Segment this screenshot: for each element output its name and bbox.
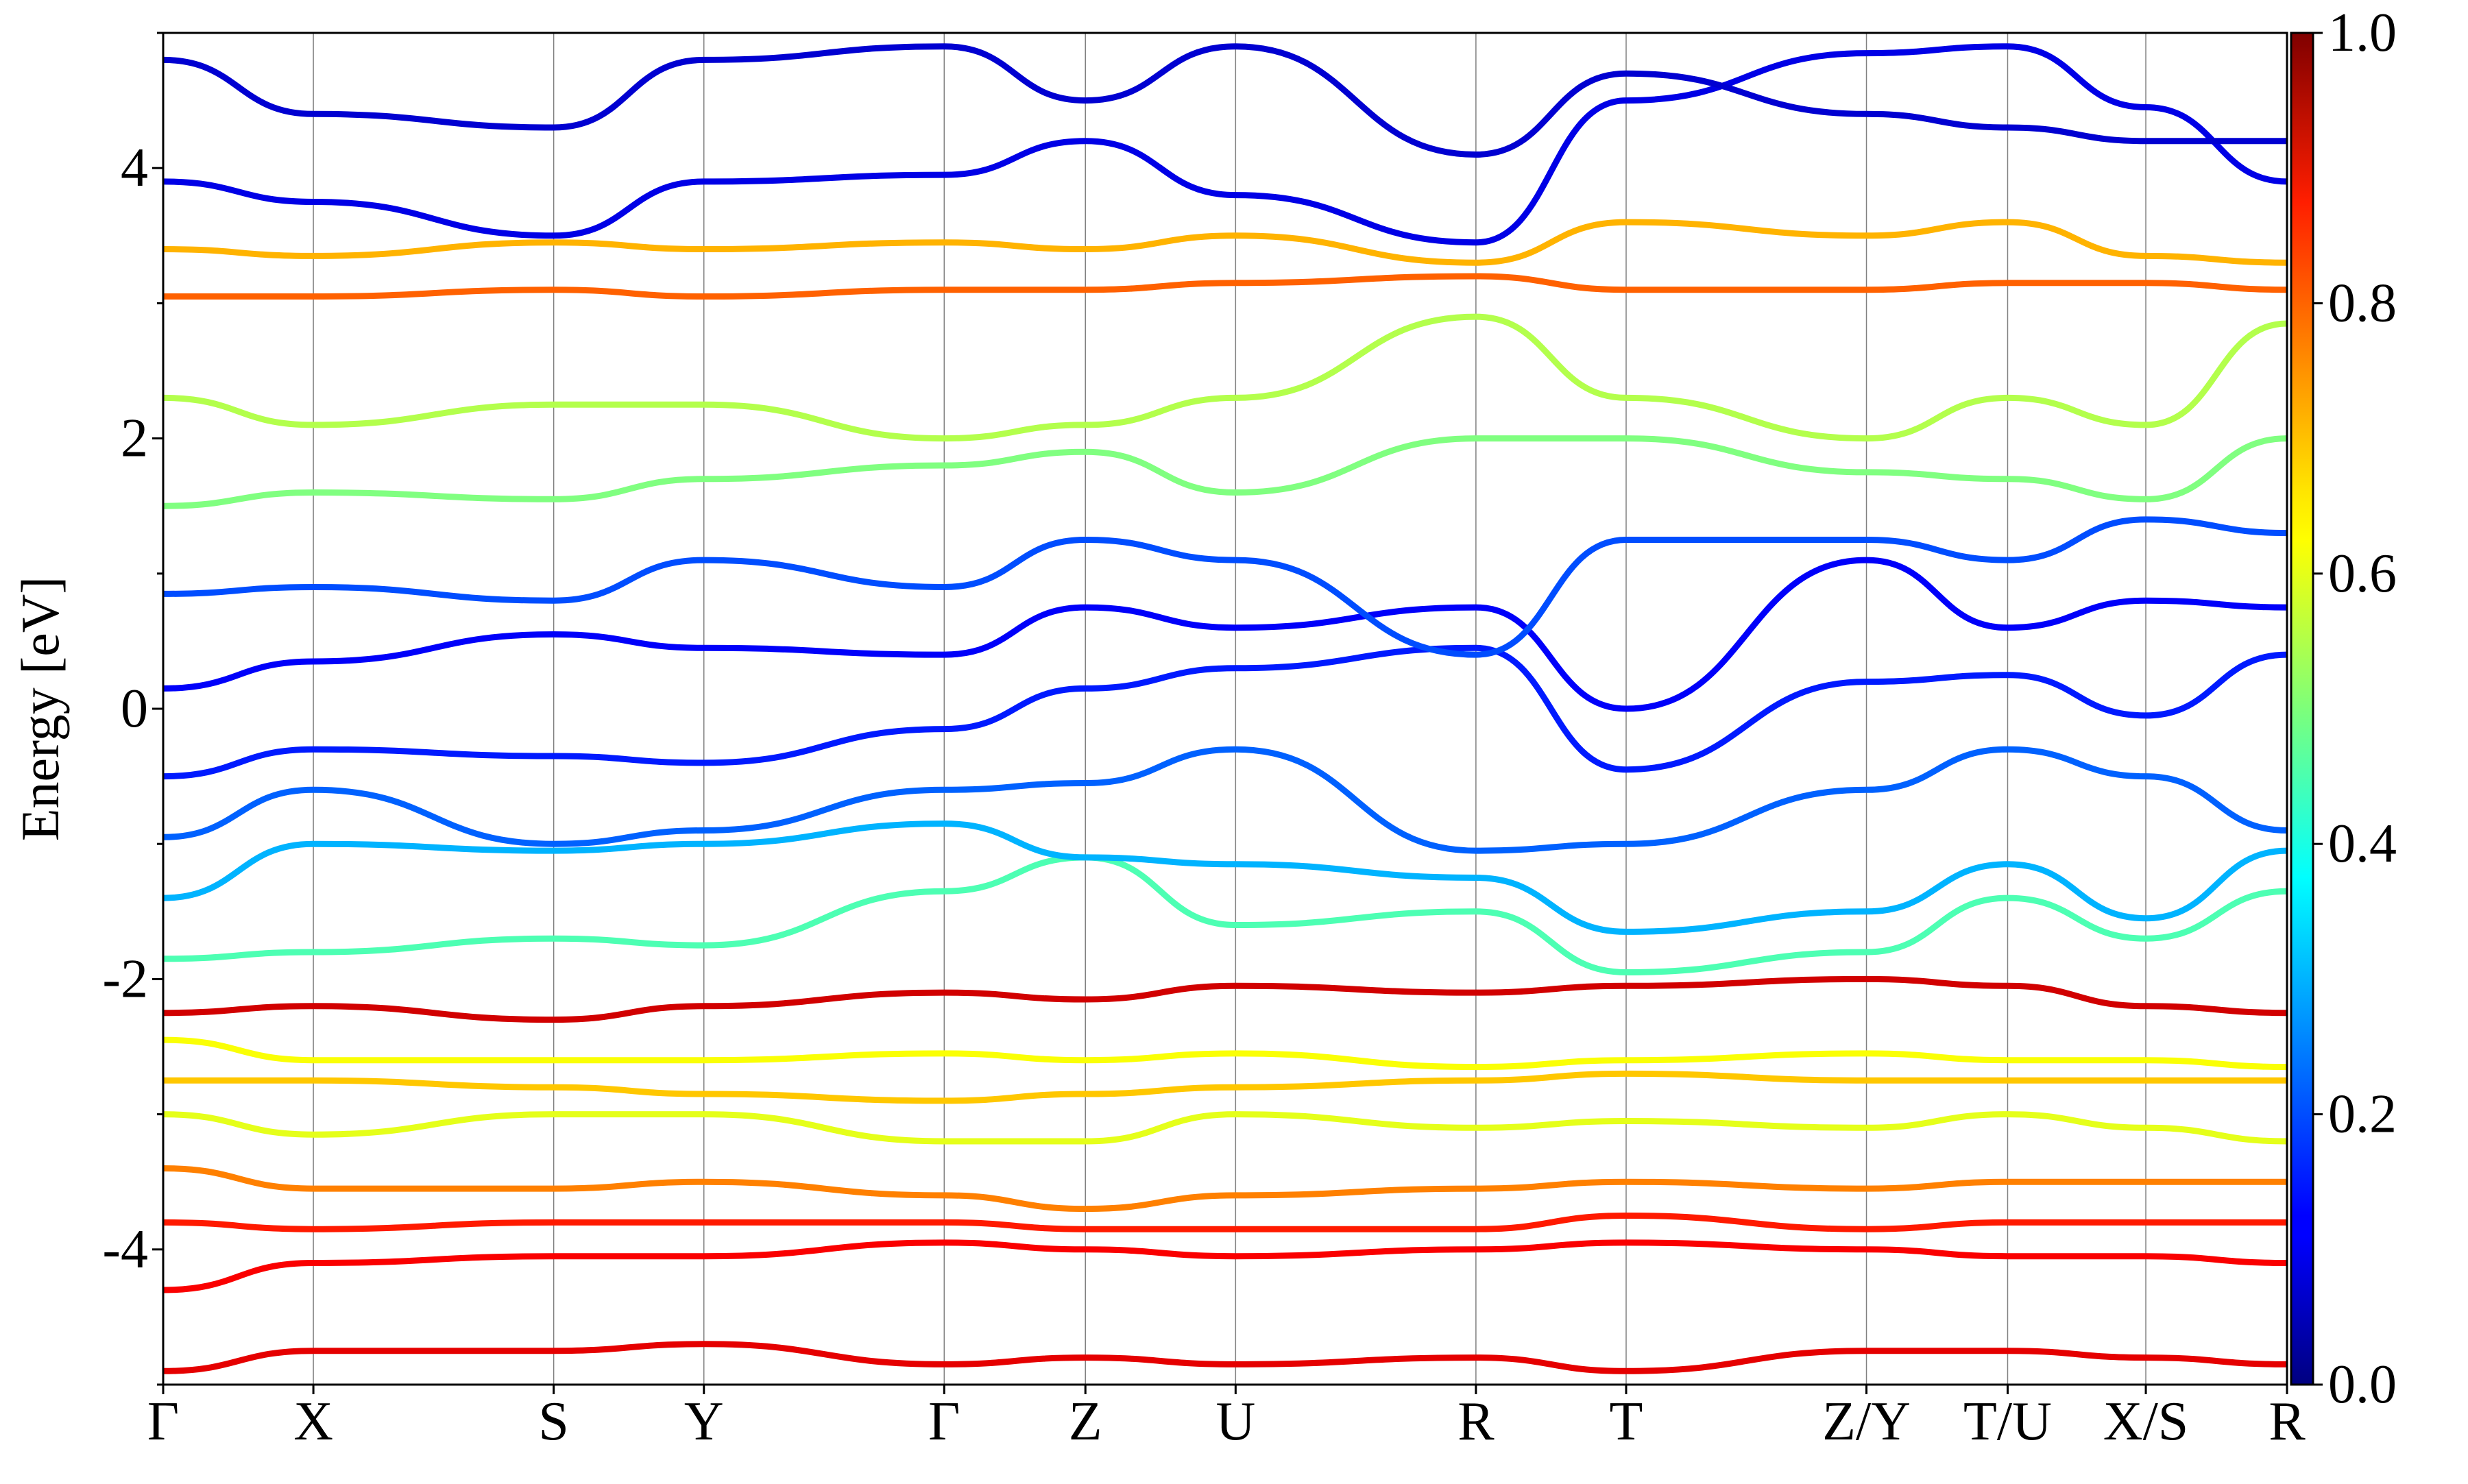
band-line bbox=[163, 219, 2287, 266]
band-line bbox=[163, 557, 2287, 712]
band-line bbox=[163, 644, 2287, 780]
bands-group bbox=[163, 43, 2287, 1374]
colorbar-tick-label: 1.0 bbox=[2328, 3, 2397, 63]
x-tick-label: T bbox=[1610, 1391, 1643, 1452]
x-tick-label: S bbox=[538, 1391, 569, 1452]
band-line bbox=[163, 43, 2287, 158]
y-axis-label: Energy [eV] bbox=[10, 576, 70, 841]
x-tick-label: Z/Y bbox=[1822, 1391, 1911, 1452]
band-line bbox=[163, 313, 2287, 442]
y-tick-label: 2 bbox=[121, 409, 148, 469]
band-line bbox=[163, 746, 2287, 854]
band-line bbox=[163, 1165, 2287, 1213]
colorbar-tick-label: 0.8 bbox=[2328, 273, 2397, 333]
band-line bbox=[163, 1341, 2287, 1374]
colorbar-tick-label: 0.2 bbox=[2328, 1084, 2397, 1145]
colorbar-tick-label: 0.6 bbox=[2328, 544, 2397, 604]
band-line bbox=[163, 975, 2287, 1023]
x-tick-label: U bbox=[1215, 1391, 1255, 1452]
band-line bbox=[163, 1213, 2287, 1232]
band-line bbox=[163, 516, 2287, 658]
y-tick-label: 0 bbox=[121, 679, 148, 739]
x-tick-label: Z bbox=[1069, 1391, 1102, 1452]
colorbar bbox=[2290, 32, 2314, 1386]
y-tick-label: -2 bbox=[102, 949, 148, 1009]
band-line bbox=[163, 1111, 2287, 1145]
y-axis: -4 -2 0 2 4 bbox=[102, 32, 163, 1386]
x-tick-label: X/S bbox=[2103, 1391, 2189, 1452]
y-tick-label: 4 bbox=[121, 138, 148, 198]
band-line bbox=[163, 854, 2287, 975]
band-line bbox=[163, 43, 2287, 246]
x-tick-label: Γ bbox=[928, 1391, 960, 1452]
band-line bbox=[163, 1036, 2287, 1071]
colorbar-axis: 0.0 0.2 0.4 0.6 0.8 1.0 bbox=[2313, 3, 2397, 1415]
y-tick-label: -4 bbox=[102, 1219, 148, 1280]
band-line bbox=[163, 435, 2287, 509]
x-tick-label: Γ bbox=[147, 1391, 179, 1452]
x-tick-label: X bbox=[293, 1391, 333, 1452]
band-line bbox=[163, 273, 2287, 300]
x-tick-label: R bbox=[2269, 1391, 2306, 1452]
band-line bbox=[163, 1239, 2287, 1293]
x-tick-label: R bbox=[1457, 1391, 1495, 1452]
colorbar-tick-label: 0.0 bbox=[2328, 1354, 2397, 1415]
x-tick-label: Y bbox=[684, 1391, 724, 1452]
colorbar-tick-label: 0.4 bbox=[2328, 814, 2397, 874]
x-axis: Γ X S Y Γ Z U R T Z/Y T/U X/S R bbox=[147, 1385, 2306, 1452]
band-line bbox=[163, 1070, 2287, 1104]
x-tick-label: T/U bbox=[1963, 1391, 2052, 1452]
band-line bbox=[163, 820, 2287, 935]
